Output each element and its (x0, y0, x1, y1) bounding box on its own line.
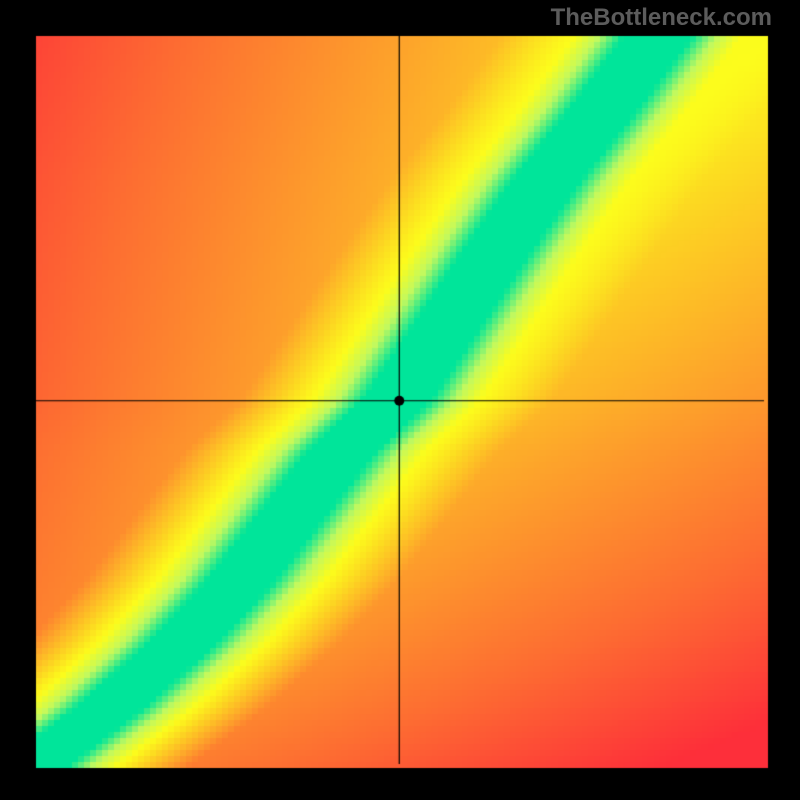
watermark-text: TheBottleneck.com (551, 4, 772, 32)
heatmap-canvas (0, 0, 800, 800)
